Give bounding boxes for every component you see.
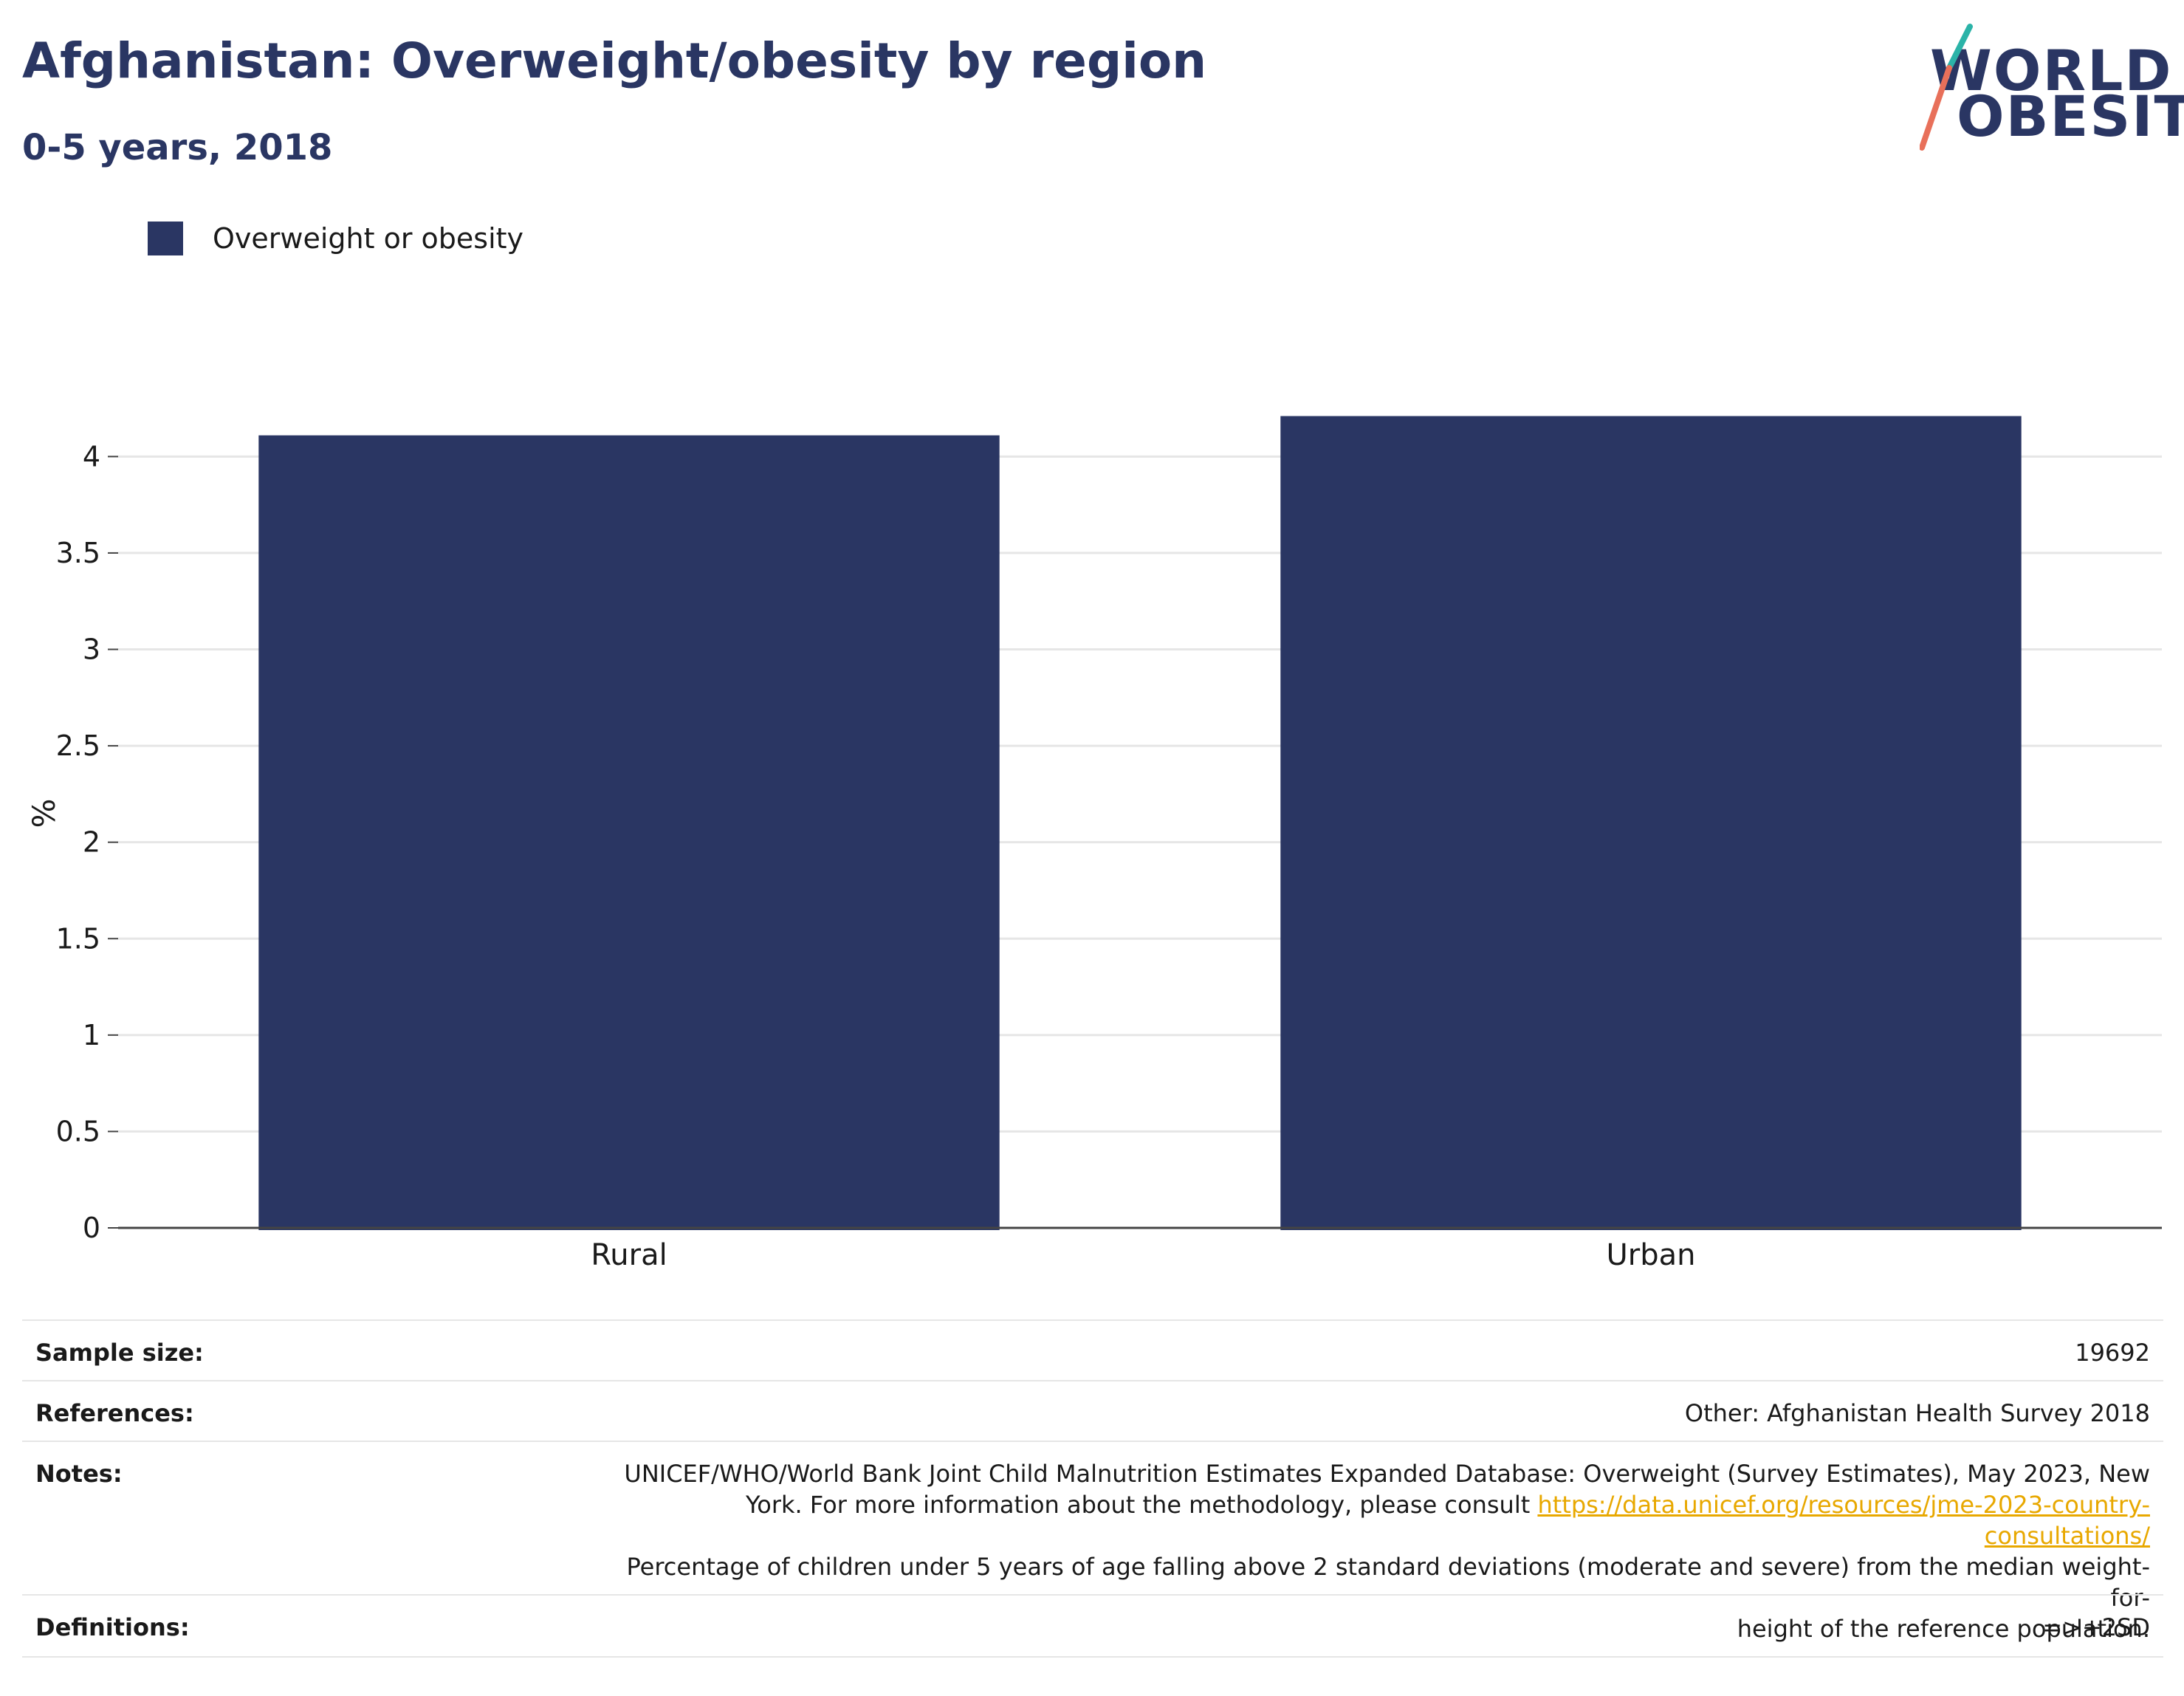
y-tick-label: 3 xyxy=(83,634,100,666)
y-tick-label: 2 xyxy=(83,826,100,859)
world-obesity-logo: WORLD OBESITY xyxy=(1920,22,2184,155)
notes-row: Notes: UNICEF/WHO/World Bank Joint Child… xyxy=(22,1441,2163,1643)
y-tick-label: 0 xyxy=(83,1212,100,1244)
chart-legend: Overweight or obesity xyxy=(148,222,523,255)
notes-label: Notes: xyxy=(35,1460,123,1488)
y-tick-label: 4 xyxy=(83,440,100,473)
y-axis-label: % xyxy=(26,799,62,828)
definitions-row: Definitions: =>+2SD xyxy=(22,1594,2163,1656)
sample-size-row: Sample size: 19692 xyxy=(22,1319,2163,1380)
sample-size-label: Sample size: xyxy=(35,1339,204,1367)
definitions-label: Definitions: xyxy=(35,1613,190,1641)
sample-size-value: 19692 xyxy=(2075,1339,2150,1367)
notes-line-4: height of the reference population. xyxy=(1737,1615,2150,1643)
references-value: Other: Afghanistan Health Survey 2018 xyxy=(1684,1399,2150,1427)
logo-text-world: WORLD xyxy=(1930,38,2173,103)
definitions-value: =>+2SD xyxy=(2042,1613,2150,1641)
logo-slash-icon xyxy=(1920,24,1973,151)
notes-line-2: York. For more information about the met… xyxy=(600,1489,2150,1551)
meta-bottom-divider xyxy=(22,1656,2163,1658)
references-label: References: xyxy=(35,1399,194,1427)
notes-line-2-text: York. For more information about the met… xyxy=(745,1491,1538,1519)
y-tick-label: 0.5 xyxy=(56,1115,100,1147)
y-tick-label: 3.5 xyxy=(56,537,100,569)
bar-rural xyxy=(258,435,1000,1231)
y-tick-label: 1.5 xyxy=(56,922,100,955)
y-tick-label: 1 xyxy=(83,1019,100,1051)
bar-urban xyxy=(1280,416,2022,1230)
notes-line-3: Percentage of children under 5 years of … xyxy=(626,1553,2151,1612)
chart-title: Afghanistan: Overweight/obesity by regio… xyxy=(22,32,1207,89)
chart-subtitle: 0-5 years, 2018 xyxy=(22,127,333,168)
x-tick-label: Urban xyxy=(1607,1238,1696,1272)
notes-line-1: UNICEF/WHO/World Bank Joint Child Malnut… xyxy=(624,1460,2150,1488)
legend-swatch xyxy=(148,222,183,255)
bar-chart: 0 0.5 1 1.5 2 2.5 3 3.5 4% Rural Urban xyxy=(26,416,2162,1272)
notes-value: UNICEF/WHO/World Bank Joint Child Malnut… xyxy=(600,1458,2150,1644)
y-tick-label: 2.5 xyxy=(56,729,100,762)
notes-methodology-link[interactable]: https://data.unicef.org/resources/jme-20… xyxy=(1537,1491,2150,1550)
legend-label: Overweight or obesity xyxy=(213,222,524,255)
logo-text-obesity: OBESITY xyxy=(1957,83,2184,149)
x-tick-label: Rural xyxy=(591,1238,667,1272)
references-row: References: Other: Afghanistan Health Su… xyxy=(22,1380,2163,1441)
